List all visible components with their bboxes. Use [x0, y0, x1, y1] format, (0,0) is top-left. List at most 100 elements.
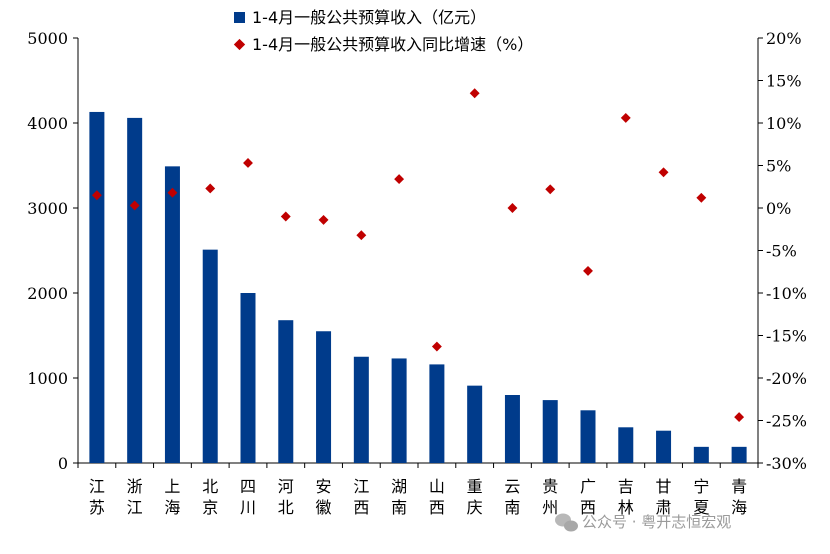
point-甘肃: [658, 167, 669, 178]
point-上海: [167, 187, 178, 198]
category-label-char: 山: [429, 477, 445, 496]
watermark-text: 公众号 · 粤开志恒宏观: [582, 513, 731, 531]
category-label-char: 甘: [656, 477, 672, 496]
watermark: 公众号 · 粤开志恒宏观: [555, 513, 731, 532]
left-axis-ticks: 0 1000 2000 3000 4000 5000: [27, 29, 78, 473]
point-云南: [507, 203, 518, 213]
left-tick-label: 1000: [27, 369, 68, 388]
right-tick-label: 15%: [766, 72, 802, 91]
bars: [89, 111, 747, 464]
category-label-char: 浙: [127, 477, 143, 496]
legend-bar-swatch: [234, 12, 245, 23]
bar-四川: [240, 293, 256, 463]
point-重庆: [469, 88, 480, 99]
bar-青海: [731, 446, 747, 463]
right-tick-label: -5%: [766, 242, 797, 261]
category-label-char: 肃: [656, 498, 672, 517]
point-江苏: [91, 190, 102, 201]
category-label-char: 北: [202, 477, 218, 496]
right-axis-ticks: -30% -25% -20% -15% -10% -5% 0% 5% 10% 15% 20%: [758, 29, 807, 473]
point-河北: [280, 211, 291, 222]
category-label-char: 南: [391, 498, 407, 517]
point-山西: [431, 341, 442, 352]
point-四川: [243, 158, 253, 168]
category-label-char: 湖: [391, 477, 407, 496]
category-label-char: 吉: [618, 477, 634, 496]
bar-重庆: [467, 385, 483, 463]
bar-吉林: [618, 427, 634, 463]
bar-甘肃: [656, 430, 672, 463]
left-tick-label: 4000: [27, 114, 68, 133]
right-tick-label: -20%: [766, 369, 807, 388]
point-湖南: [394, 174, 405, 185]
category-label-char: 贵: [542, 477, 558, 496]
point-青海: [734, 412, 745, 423]
category-label-char: 苏: [89, 498, 105, 517]
category-label-char: 宁: [693, 477, 709, 496]
right-tick-label: 10%: [766, 114, 802, 133]
bar-宁夏: [693, 446, 709, 463]
point-江西: [356, 230, 367, 241]
left-tick-label: 0: [58, 454, 68, 473]
legend-bar-label: 1-4月一般公共预算收入（亿元）: [252, 8, 486, 27]
category-label-char: 庆: [467, 498, 483, 517]
right-tick-label: -30%: [766, 454, 807, 473]
point-浙江: [129, 200, 140, 211]
legend: 1-4月一般公共预算收入（亿元） 1-4月一般公共预算收入同比增速（%）: [233, 8, 533, 54]
axes: [77, 38, 759, 468]
point-贵州: [545, 184, 556, 195]
category-label-char: 云: [504, 477, 520, 496]
bar-浙江: [127, 117, 143, 464]
category-label-char: 京: [202, 498, 218, 517]
category-label-char: 广: [580, 477, 596, 496]
bar-云南: [504, 395, 520, 463]
right-tick-label: 20%: [766, 29, 802, 48]
category-label-char: 西: [353, 498, 369, 517]
category-label-char: 南: [504, 498, 520, 517]
category-label-char: 四: [240, 477, 256, 496]
category-label-char: 州: [542, 498, 558, 517]
left-tick-label: 3000: [27, 199, 68, 218]
category-label-char: 重: [467, 477, 483, 496]
category-label-char: 海: [164, 498, 180, 517]
right-tick-label: 5%: [766, 157, 791, 176]
bar-北京: [202, 249, 218, 463]
point-安徽: [318, 214, 329, 225]
point-吉林: [620, 112, 631, 123]
legend-point-swatch: [233, 38, 246, 51]
bar-湖南: [391, 358, 407, 463]
category-label-char: 江: [127, 498, 143, 517]
bar-江西: [353, 356, 369, 463]
bar-安徽: [316, 331, 332, 463]
category-label-char: 江: [89, 477, 105, 496]
right-tick-label: 0%: [766, 199, 791, 218]
bar-江苏: [89, 111, 105, 463]
category-label-char: 川: [240, 498, 256, 517]
bar-河北: [278, 320, 294, 463]
category-label-char: 夏: [693, 498, 709, 517]
right-tick-label: -25%: [766, 412, 807, 431]
point-广西: [583, 265, 593, 276]
points: [91, 88, 745, 423]
category-label-char: 北: [278, 498, 294, 517]
wechat-icon: [555, 513, 578, 532]
bar-贵州: [542, 400, 558, 463]
left-tick-label: 2000: [27, 284, 68, 303]
category-label-char: 青: [731, 477, 747, 496]
category-label-char: 上: [164, 477, 180, 496]
point-北京: [205, 183, 216, 194]
bar-山西: [429, 364, 445, 463]
bar-广西: [580, 410, 596, 463]
point-宁夏: [696, 192, 707, 203]
left-tick-label: 5000: [27, 29, 68, 48]
category-label-char: 安: [316, 477, 332, 496]
category-label-char: 西: [580, 498, 596, 517]
bar-上海: [164, 166, 180, 463]
category-label-char: 西: [429, 498, 445, 517]
right-tick-label: -10%: [766, 284, 807, 303]
right-tick-label: -15%: [766, 327, 807, 346]
category-label-char: 江: [353, 477, 369, 496]
category-label-char: 徽: [316, 498, 332, 517]
